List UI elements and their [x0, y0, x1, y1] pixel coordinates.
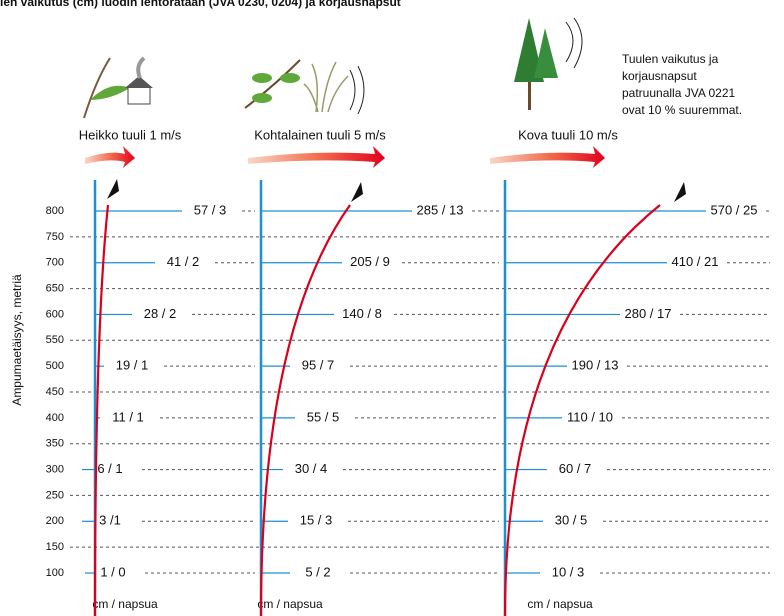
range-tick: 300: [46, 463, 64, 475]
range-tick: 150: [46, 541, 64, 553]
drift-label: 15 / 3: [300, 513, 333, 528]
range-tick: 650: [46, 282, 64, 294]
drift-label: 30 / 4: [295, 461, 328, 476]
trajectory: [503, 204, 661, 616]
range-tick: 400: [46, 412, 64, 424]
note-line: ovat 10 % suuremmat.: [622, 103, 742, 117]
trajectory: [259, 204, 351, 616]
bullet: [107, 179, 119, 199]
drift-label: 55 / 5: [307, 409, 340, 424]
range-tick: 100: [46, 567, 64, 579]
drift-label: 140 / 8: [342, 306, 382, 321]
drift-label: 570 / 25: [711, 202, 758, 217]
range-tick: 800: [46, 205, 64, 217]
note-line: patruunalla JVA 0221: [622, 86, 736, 100]
unit-label: cm / napsua: [92, 597, 158, 611]
drift-label: 190 / 13: [572, 358, 619, 373]
wind-arrow: [248, 146, 385, 168]
wind-label: Kohtalainen tuuli 5 m/s: [254, 127, 386, 142]
note: Tuulen vaikutus ja korjausnapsut patruunal…: [622, 52, 742, 117]
icon-moderate-wind: [244, 59, 365, 115]
drift-label: 110 / 10: [567, 409, 613, 424]
range-tick: 550: [46, 334, 64, 346]
note-line: Tuulen vaikutus ja: [622, 52, 719, 66]
bullet: [351, 182, 363, 202]
wind-label: Heikko tuuli 1 m/s: [79, 127, 182, 142]
range-tick: 450: [46, 386, 64, 398]
range-tick: 500: [46, 360, 64, 372]
trajectory: [93, 204, 110, 616]
drift-label: 19 / 1: [116, 358, 149, 373]
drift-label: 3 /1: [99, 513, 121, 528]
drift-label: 410 / 21: [672, 254, 719, 269]
range-tick: 750: [46, 231, 64, 243]
drift-label: 1 / 0: [100, 564, 125, 579]
range-tick: 600: [46, 308, 64, 320]
drift-label: 6 / 1: [97, 461, 122, 476]
note-line: korjausnapsut: [622, 69, 697, 83]
title: ien vaikutus (cm) luodin lentorataan (JV…: [0, 0, 401, 9]
y-axis-label: Ampumaetäisyys, metriä: [10, 274, 24, 406]
icon-strong-wind: [514, 17, 583, 110]
range-tick: 700: [46, 257, 64, 269]
drift-label: 285 / 13: [417, 202, 464, 217]
drift-label: 280 / 17: [625, 306, 672, 321]
drift-label: 57 / 3: [194, 202, 227, 217]
drift-label: 30 / 5: [555, 513, 588, 528]
range-tick: 200: [46, 515, 64, 527]
drift-label: 95 / 7: [302, 358, 335, 373]
icon-weak-wind: [83, 56, 153, 119]
drift-label: 205 / 9: [350, 254, 390, 269]
drift-label: 60 / 7: [559, 461, 592, 476]
bullet: [674, 182, 686, 202]
wind-arrow: [490, 146, 605, 168]
drift-label: 10 / 3: [552, 564, 585, 579]
wind-arrow: [85, 146, 135, 168]
range-tick: 350: [46, 438, 64, 450]
unit-label: cm / napsua: [257, 597, 323, 611]
unit-label: cm / napsua: [527, 597, 593, 611]
drift-label: 28 / 2: [144, 306, 177, 321]
drift-label: 11 / 1: [112, 409, 144, 424]
drift-label: 41 / 2: [167, 254, 200, 269]
range-tick: 250: [46, 489, 64, 501]
wind-label: Kova tuuli 10 m/s: [518, 127, 618, 142]
drift-label: 5 / 2: [305, 564, 330, 579]
